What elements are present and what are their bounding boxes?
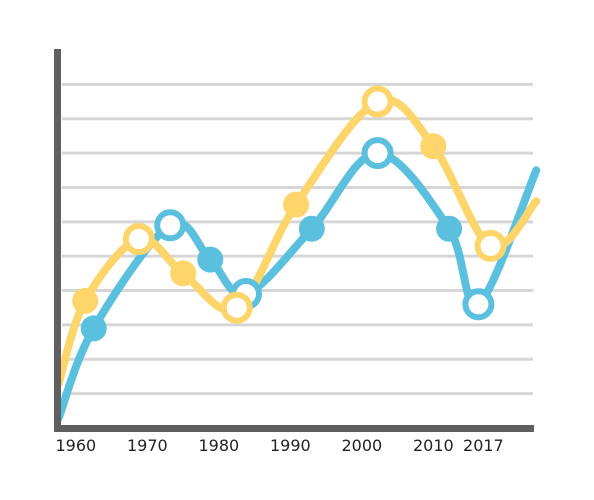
- series-1-point-hollow: [462, 288, 495, 321]
- x-tick-labels: 1960 1970 1980 1990 2000 2010 2017: [56, 436, 504, 455]
- x-tick-label: 2000: [341, 436, 382, 455]
- series-2-point-hollow: [361, 85, 394, 118]
- series-2-markers: [72, 85, 507, 324]
- x-tick-label: 1980: [198, 436, 239, 455]
- series-1-point-filled: [80, 315, 107, 342]
- x-tick-label: 1960: [56, 436, 97, 455]
- series-2-point-filled: [72, 287, 99, 314]
- series-2-point-filled: [420, 133, 447, 160]
- series-2-point-hollow: [474, 229, 507, 262]
- x-axis-line: [54, 425, 534, 432]
- series-2-point-filled: [170, 260, 197, 287]
- series-2-point-hollow: [220, 291, 253, 324]
- axes: [54, 49, 534, 432]
- series-1-point-filled: [298, 215, 325, 242]
- series-2-line-group: [54, 95, 541, 388]
- gridlines: [62, 82, 533, 396]
- x-tick-label: 2010: [413, 436, 454, 455]
- x-tick-label: 2017: [463, 436, 504, 455]
- x-tick-label: 1990: [270, 436, 311, 455]
- x-tick-label: 1970: [127, 436, 168, 455]
- series-layer: [54, 85, 541, 422]
- series-1-markers: [80, 137, 495, 342]
- series-2-line: [54, 95, 541, 388]
- series-1-point-hollow: [154, 209, 187, 242]
- series-2-point-filled: [283, 191, 310, 218]
- series-2-point-hollow: [122, 223, 155, 255]
- series-1-point-filled: [436, 215, 463, 242]
- series-1-point-hollow: [361, 137, 394, 170]
- series-1-point-filled: [197, 246, 224, 273]
- y-axis-line: [54, 49, 61, 432]
